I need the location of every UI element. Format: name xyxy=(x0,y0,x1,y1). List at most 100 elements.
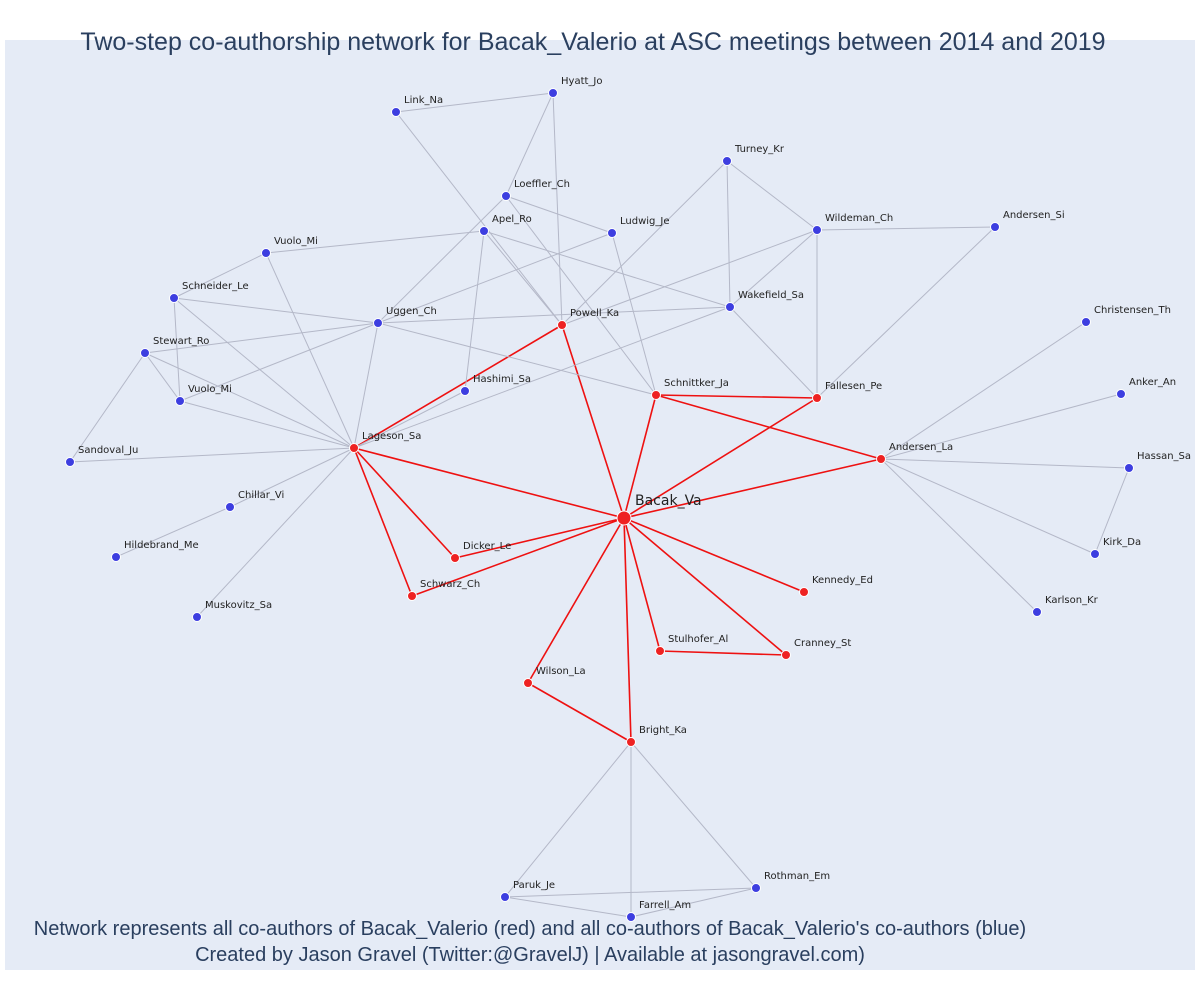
node-marker[interactable] xyxy=(751,883,761,893)
node-Wilson_La[interactable]: Wilson_La xyxy=(523,666,586,688)
edge-Uggen_Ch-Schnittker_Ja xyxy=(377,322,657,396)
node-marker[interactable] xyxy=(192,612,202,622)
node-Schnittker_Ja[interactable]: Schnittker_Ja xyxy=(651,378,729,400)
node-label: Hashimi_Sa xyxy=(473,374,531,385)
node-Ludwig_Je[interactable]: Ludwig_Je xyxy=(607,216,670,238)
edge-Schnittker_Ja-Andersen_La xyxy=(655,394,882,460)
node-Bacak_Va[interactable]: Bacak_Va xyxy=(616,493,702,526)
node-marker[interactable] xyxy=(349,443,359,453)
node-marker[interactable] xyxy=(607,228,617,238)
node-marker[interactable] xyxy=(391,107,401,117)
node-Muskovitz_Sa[interactable]: Muskovitz_Sa xyxy=(192,600,273,622)
node-Wildeman_Ch[interactable]: Wildeman_Ch xyxy=(812,213,894,235)
node-marker[interactable] xyxy=(175,396,185,406)
node-marker[interactable] xyxy=(225,502,235,512)
node-Kennedy_Ed[interactable]: Kennedy_Ed xyxy=(799,575,873,597)
node-Loeffler_Ch[interactable]: Loeffler_Ch xyxy=(501,179,570,201)
node-Dicker_Le[interactable]: Dicker_Le xyxy=(450,541,512,563)
edge-Hashimi_Sa-Lageson_Sa xyxy=(353,390,466,449)
node-Bright_Ka[interactable]: Bright_Ka xyxy=(626,725,687,747)
node-Christensen_Th[interactable]: Christensen_Th xyxy=(1081,305,1171,327)
node-label: Hildebrand_Me xyxy=(124,540,199,551)
node-marker[interactable] xyxy=(1124,463,1134,473)
node-Uggen_Ch[interactable]: Uggen_Ch xyxy=(373,306,437,328)
node-Turney_Kr[interactable]: Turney_Kr xyxy=(722,144,785,166)
node-marker[interactable] xyxy=(799,587,809,597)
node-Hyatt_Jo[interactable]: Hyatt_Jo xyxy=(548,76,603,98)
node-marker[interactable] xyxy=(557,320,567,330)
node-Powell_Ka[interactable]: Powell_Ka xyxy=(557,308,620,330)
node-marker[interactable] xyxy=(500,892,510,902)
node-Cranney_St[interactable]: Cranney_St xyxy=(781,638,852,660)
node-marker[interactable] xyxy=(812,225,822,235)
node-marker[interactable] xyxy=(111,552,121,562)
node-marker[interactable] xyxy=(479,226,489,236)
node-Stewart_Ro[interactable]: Stewart_Ro xyxy=(140,336,210,358)
node-label: Apel_Ro xyxy=(492,214,532,225)
node-marker[interactable] xyxy=(655,646,665,656)
edge-Lageson_Sa-Powell_Ka xyxy=(353,324,563,449)
node-Paruk_Je[interactable]: Paruk_Je xyxy=(500,880,556,902)
node-Schwarz_Ch[interactable]: Schwarz_Ch xyxy=(407,579,481,601)
edge-Bacak_Va-Schwarz_Ch xyxy=(411,517,625,597)
edge-Turney_Kr-Wildeman_Ch xyxy=(726,160,818,231)
node-Hildebrand_Me[interactable]: Hildebrand_Me xyxy=(111,540,199,562)
node-marker[interactable] xyxy=(1090,549,1100,559)
node-marker[interactable] xyxy=(373,318,383,328)
node-Lageson_Sa[interactable]: Lageson_Sa xyxy=(349,431,422,453)
node-Apel_Ro[interactable]: Apel_Ro xyxy=(479,214,532,236)
node-marker[interactable] xyxy=(722,156,732,166)
node-Schneider_Le[interactable]: Schneider_Le xyxy=(169,281,249,303)
edge-Ludwig_Je-Uggen_Ch xyxy=(377,232,613,324)
edge-Wakefield_Sa-Lageson_Sa xyxy=(353,306,731,449)
node-marker[interactable] xyxy=(460,386,470,396)
node-marker[interactable] xyxy=(140,348,150,358)
node-Fallesen_Pe[interactable]: Fallesen_Pe xyxy=(812,381,883,403)
node-marker[interactable] xyxy=(725,302,735,312)
edge-Bacak_Va-Stulhofer_Al xyxy=(623,517,661,652)
node-marker[interactable] xyxy=(261,248,271,258)
node-Farrell_Am[interactable]: Farrell_Am xyxy=(626,900,692,922)
node-marker[interactable] xyxy=(1032,607,1042,617)
node-Stulhofer_Al[interactable]: Stulhofer_Al xyxy=(655,634,729,656)
node-label: Schneider_Le xyxy=(182,281,249,292)
node-marker[interactable] xyxy=(616,510,632,526)
edge-Bacak_Va-Kennedy_Ed xyxy=(623,517,805,593)
node-Vuolo_Mi_1[interactable]: Vuolo_Mi xyxy=(261,236,318,258)
node-Chillar_Vi[interactable]: Chillar_Vi xyxy=(225,490,285,512)
edge-Loeffler_Ch-Schnittker_Ja xyxy=(505,195,657,396)
node-marker[interactable] xyxy=(781,650,791,660)
node-marker[interactable] xyxy=(450,553,460,563)
edge-Schneider_Le-Uggen_Ch xyxy=(173,297,379,324)
node-Kirk_Da[interactable]: Kirk_Da xyxy=(1090,537,1142,559)
edge-Link_Na-Powell_Ka xyxy=(395,111,563,326)
node-Link_Na[interactable]: Link_Na xyxy=(391,95,444,117)
node-marker[interactable] xyxy=(812,393,822,403)
node-Hassan_Sa[interactable]: Hassan_Sa xyxy=(1124,451,1192,473)
node-marker[interactable] xyxy=(990,222,1000,232)
node-Karlson_Kr[interactable]: Karlson_Kr xyxy=(1032,595,1099,617)
node-marker[interactable] xyxy=(523,678,533,688)
edge-Turney_Kr-Powell_Ka xyxy=(561,160,728,326)
node-marker[interactable] xyxy=(548,88,558,98)
node-Andersen_Si[interactable]: Andersen_Si xyxy=(990,210,1065,232)
node-label: Andersen_La xyxy=(889,442,953,453)
node-marker[interactable] xyxy=(626,912,636,922)
node-marker[interactable] xyxy=(1116,389,1126,399)
node-marker[interactable] xyxy=(1081,317,1091,327)
node-Andersen_La[interactable]: Andersen_La xyxy=(876,442,954,464)
node-marker[interactable] xyxy=(169,293,179,303)
node-marker[interactable] xyxy=(501,191,511,201)
node-Sandoval_Ju[interactable]: Sandoval_Ju xyxy=(65,445,139,467)
node-Rothman_Em[interactable]: Rothman_Em xyxy=(751,871,831,893)
node-marker[interactable] xyxy=(876,454,886,464)
node-marker[interactable] xyxy=(65,457,75,467)
edge-Stulhofer_Al-Cranney_St xyxy=(659,650,787,656)
node-marker[interactable] xyxy=(651,390,661,400)
node-marker[interactable] xyxy=(407,591,417,601)
node-Hashimi_Sa[interactable]: Hashimi_Sa xyxy=(460,374,531,396)
node-Vuolo_Mi_2[interactable]: Vuolo_Mi xyxy=(175,384,232,406)
node-marker[interactable] xyxy=(626,737,636,747)
node-Wakefield_Sa[interactable]: Wakefield_Sa xyxy=(725,290,805,312)
node-Anker_An[interactable]: Anker_An xyxy=(1116,377,1177,399)
